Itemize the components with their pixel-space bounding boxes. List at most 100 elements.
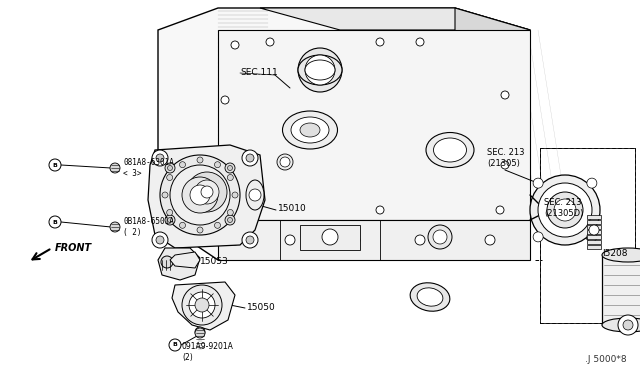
Polygon shape [148, 145, 265, 248]
Circle shape [277, 154, 293, 170]
Circle shape [227, 209, 234, 215]
Circle shape [156, 154, 164, 162]
Polygon shape [218, 30, 530, 220]
Text: SEC.111: SEC.111 [240, 67, 278, 77]
Circle shape [195, 328, 205, 338]
Ellipse shape [410, 283, 450, 311]
Circle shape [166, 174, 173, 180]
Circle shape [160, 155, 240, 235]
Circle shape [195, 298, 209, 312]
Circle shape [195, 327, 205, 337]
Circle shape [530, 175, 600, 245]
Circle shape [249, 189, 261, 201]
Bar [587, 240, 601, 244]
Circle shape [197, 227, 203, 233]
Text: FRONT: FRONT [55, 243, 92, 253]
Circle shape [501, 161, 509, 169]
Ellipse shape [305, 60, 335, 80]
Ellipse shape [300, 123, 320, 137]
Text: SEC. 213
(21305): SEC. 213 (21305) [487, 148, 525, 168]
Circle shape [168, 218, 173, 222]
Circle shape [232, 192, 238, 198]
Circle shape [227, 218, 232, 222]
Text: SEC. 213
(21305D): SEC. 213 (21305D) [544, 198, 584, 218]
Bar [587, 215, 601, 219]
Circle shape [322, 229, 338, 245]
Circle shape [305, 55, 335, 85]
Circle shape [428, 225, 452, 249]
Circle shape [162, 192, 168, 198]
Circle shape [227, 166, 232, 170]
Circle shape [266, 38, 274, 46]
Circle shape [110, 222, 120, 232]
Bar [587, 225, 601, 229]
Circle shape [195, 180, 219, 204]
Circle shape [165, 215, 175, 225]
Circle shape [242, 232, 258, 248]
Ellipse shape [417, 288, 443, 306]
Circle shape [231, 206, 239, 214]
Text: l5208: l5208 [602, 248, 627, 257]
Circle shape [587, 178, 597, 188]
Circle shape [227, 174, 234, 180]
Text: 0B1A8-6501A
( 2): 0B1A8-6501A ( 2) [123, 217, 174, 237]
Circle shape [170, 165, 230, 225]
Circle shape [485, 235, 495, 245]
Bar [540, 148, 635, 323]
Circle shape [225, 215, 235, 225]
Circle shape [179, 162, 186, 168]
Circle shape [433, 230, 447, 244]
Circle shape [246, 154, 254, 162]
Text: B: B [173, 343, 177, 347]
Circle shape [246, 236, 254, 244]
Text: B: B [52, 219, 58, 224]
Text: 15010: 15010 [278, 203, 307, 212]
Circle shape [197, 157, 203, 163]
Circle shape [587, 232, 597, 242]
Circle shape [187, 172, 227, 212]
Circle shape [280, 157, 290, 167]
Bar [602, 255, 640, 325]
Circle shape [350, 235, 360, 245]
Polygon shape [170, 252, 200, 268]
Circle shape [285, 235, 295, 245]
Polygon shape [172, 282, 235, 330]
Circle shape [415, 235, 425, 245]
Bar [587, 235, 601, 239]
Text: 15053: 15053 [200, 257, 228, 266]
Polygon shape [455, 8, 530, 260]
Bar [300, 225, 360, 250]
Circle shape [168, 166, 173, 170]
Ellipse shape [282, 111, 337, 149]
Circle shape [201, 186, 213, 198]
Circle shape [496, 206, 504, 214]
Circle shape [230, 235, 240, 245]
Circle shape [190, 185, 210, 205]
Bar [587, 245, 601, 249]
Text: 081A8-6301A
< 3>: 081A8-6301A < 3> [123, 158, 174, 178]
Circle shape [169, 339, 181, 351]
Circle shape [49, 216, 61, 228]
Text: 15050: 15050 [247, 302, 276, 311]
Circle shape [166, 209, 173, 215]
Ellipse shape [602, 248, 640, 262]
Polygon shape [218, 220, 530, 260]
Ellipse shape [298, 55, 342, 85]
Ellipse shape [291, 117, 329, 143]
Text: 091A9-9201A
(2): 091A9-9201A (2) [182, 342, 234, 362]
Text: B: B [52, 163, 58, 167]
Circle shape [242, 150, 258, 166]
Circle shape [416, 38, 424, 46]
Circle shape [214, 162, 221, 168]
Polygon shape [158, 8, 530, 260]
Circle shape [538, 183, 592, 237]
Circle shape [165, 163, 175, 173]
Circle shape [623, 320, 633, 330]
Circle shape [49, 159, 61, 171]
Circle shape [554, 199, 576, 221]
Polygon shape [260, 8, 530, 30]
Circle shape [152, 150, 168, 166]
Circle shape [221, 166, 229, 174]
Ellipse shape [433, 138, 467, 162]
Circle shape [189, 292, 215, 318]
